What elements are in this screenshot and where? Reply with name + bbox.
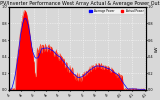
Y-axis label: kW: kW xyxy=(155,45,159,52)
Legend: Average Power, Actual Power: Average Power, Actual Power xyxy=(89,8,144,14)
Title: Solar PV/Inverter Performance West Array Actual & Average Power Output: Solar PV/Inverter Performance West Array… xyxy=(0,1,160,6)
